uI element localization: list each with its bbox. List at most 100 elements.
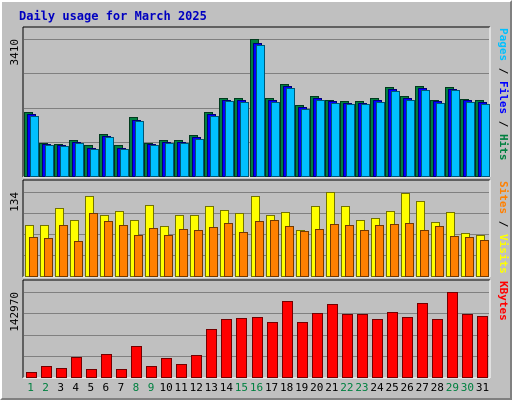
- x-tick-label: 19: [295, 381, 308, 394]
- x-tick-label: 10: [159, 381, 172, 394]
- chart-title: Daily usage for March 2025: [19, 9, 207, 23]
- bar-kbytes-day-9: [146, 366, 157, 378]
- x-tick-label: 23: [355, 381, 368, 394]
- legend-part: Hits: [497, 134, 510, 161]
- bar-pages-day-24: [376, 102, 385, 177]
- bar-sites-day-26: [405, 223, 414, 277]
- bar-sites-day-5: [89, 213, 98, 277]
- x-tick-label: 14: [220, 381, 234, 394]
- bar-sites-day-31: [480, 240, 489, 277]
- bar-kbytes-day-4: [71, 357, 82, 378]
- bar-kbytes-day-28: [432, 319, 443, 378]
- bar-pages-day-17: [271, 102, 280, 177]
- x-tick-label: 25: [385, 381, 398, 394]
- bar-sites-day-17: [270, 220, 279, 277]
- bar-sites-day-25: [390, 224, 399, 277]
- bar-kbytes-day-12: [191, 355, 202, 378]
- bar-kbytes-day-5: [86, 369, 97, 378]
- bar-kbytes-day-24: [372, 319, 383, 378]
- x-tick-label: 24: [370, 381, 384, 394]
- bar-pages-day-11: [180, 143, 189, 177]
- bar-kbytes-day-1: [26, 372, 37, 378]
- bar-pages-day-22: [346, 104, 355, 177]
- bar-kbytes-day-21: [327, 304, 338, 378]
- bar-kbytes-day-29: [447, 292, 458, 378]
- panel-hits-files-pages: 3410 Pages / Files / Hits: [8, 26, 510, 178]
- bar-pages-day-29: [451, 90, 460, 177]
- bar-kbytes-day-23: [357, 314, 368, 378]
- bar-sites-day-14: [224, 223, 233, 277]
- x-tick-label: 7: [118, 381, 125, 394]
- bar-pages-day-12: [195, 139, 204, 177]
- bar-sites-day-2: [44, 238, 53, 277]
- bar-pages-day-1: [30, 116, 39, 177]
- bar-kbytes-day-7: [116, 369, 127, 378]
- legend-part: /: [497, 114, 510, 134]
- bar-sites-day-24: [375, 225, 384, 277]
- legend-visits-sites: Sites / Visits: [497, 181, 510, 274]
- bar-pages-day-6: [105, 137, 114, 177]
- bar-pages-day-20: [316, 100, 325, 177]
- y-max-label: 134: [8, 192, 21, 212]
- legend-part: /: [497, 61, 510, 81]
- bar-pages-day-16: [256, 45, 265, 177]
- bar-pages-day-3: [60, 146, 69, 177]
- bar-sites-day-1: [29, 237, 38, 277]
- x-tick-label: 8: [133, 381, 140, 394]
- bar-kbytes-day-10: [161, 358, 172, 378]
- bar-sites-day-18: [285, 226, 294, 277]
- bar-kbytes-day-20: [312, 313, 323, 378]
- y-max-label: 3410: [8, 39, 21, 66]
- x-tick-label: 20: [310, 381, 323, 394]
- x-tick-label: 21: [325, 381, 338, 394]
- bar-pages-day-4: [75, 143, 84, 177]
- bar-kbytes-day-6: [101, 354, 112, 378]
- bar-sites-day-23: [360, 230, 369, 277]
- x-tick-label: 17: [265, 381, 278, 394]
- bar-kbytes-day-3: [56, 368, 67, 378]
- x-tick-label: 26: [401, 381, 414, 394]
- legend-part: /: [497, 214, 510, 234]
- bar-pages-day-15: [240, 102, 249, 177]
- x-tick-label: 31: [476, 381, 489, 394]
- bar-sites-day-15: [239, 232, 248, 277]
- x-tick-label: 15: [235, 381, 248, 394]
- x-tick-label: 18: [280, 381, 293, 394]
- bar-pages-day-30: [466, 102, 475, 177]
- bar-sites-day-20: [315, 229, 324, 277]
- bar-pages-day-31: [481, 104, 490, 177]
- bar-pages-day-21: [331, 103, 340, 177]
- x-tick-label: 1: [27, 381, 34, 394]
- bar-sites-day-8: [134, 235, 143, 277]
- bar-pages-day-14: [225, 101, 234, 177]
- bar-kbytes-day-19: [297, 322, 308, 378]
- x-tick-label: 5: [87, 381, 94, 394]
- bar-sites-day-4: [74, 241, 83, 277]
- bar-kbytes-day-15: [236, 318, 247, 378]
- bar-kbytes-day-11: [176, 364, 187, 378]
- x-tick-label: 29: [446, 381, 459, 394]
- bar-sites-day-28: [435, 226, 444, 277]
- bar-sites-day-21: [330, 224, 339, 277]
- bar-pages-day-8: [135, 121, 144, 177]
- legend-part: Visits: [497, 234, 510, 274]
- bar-kbytes-day-25: [387, 312, 398, 378]
- bar-sites-day-6: [104, 221, 113, 277]
- panel-visits-sites: 134 Sites / Visits: [8, 179, 510, 278]
- bar-kbytes-day-26: [402, 317, 413, 378]
- x-tick-label: 28: [431, 381, 444, 394]
- legend-hits-files-pages: Pages / Files / Hits: [497, 28, 510, 161]
- bar-kbytes-day-13: [206, 329, 217, 378]
- panel-kbytes: 142970 KBytes: [8, 279, 510, 379]
- bar-sites-day-9: [149, 228, 158, 277]
- x-tick-label: 2: [42, 381, 49, 394]
- bar-kbytes-day-8: [131, 346, 142, 378]
- bar-sites-day-29: [450, 236, 459, 277]
- bar-pages-day-5: [90, 149, 99, 177]
- y-max-label: 142970: [8, 292, 21, 332]
- bar-pages-day-28: [436, 103, 445, 177]
- x-tick-label: 22: [340, 381, 353, 394]
- bar-pages-day-23: [361, 104, 370, 177]
- bar-sites-day-30: [465, 237, 474, 277]
- bar-sites-day-13: [209, 227, 218, 277]
